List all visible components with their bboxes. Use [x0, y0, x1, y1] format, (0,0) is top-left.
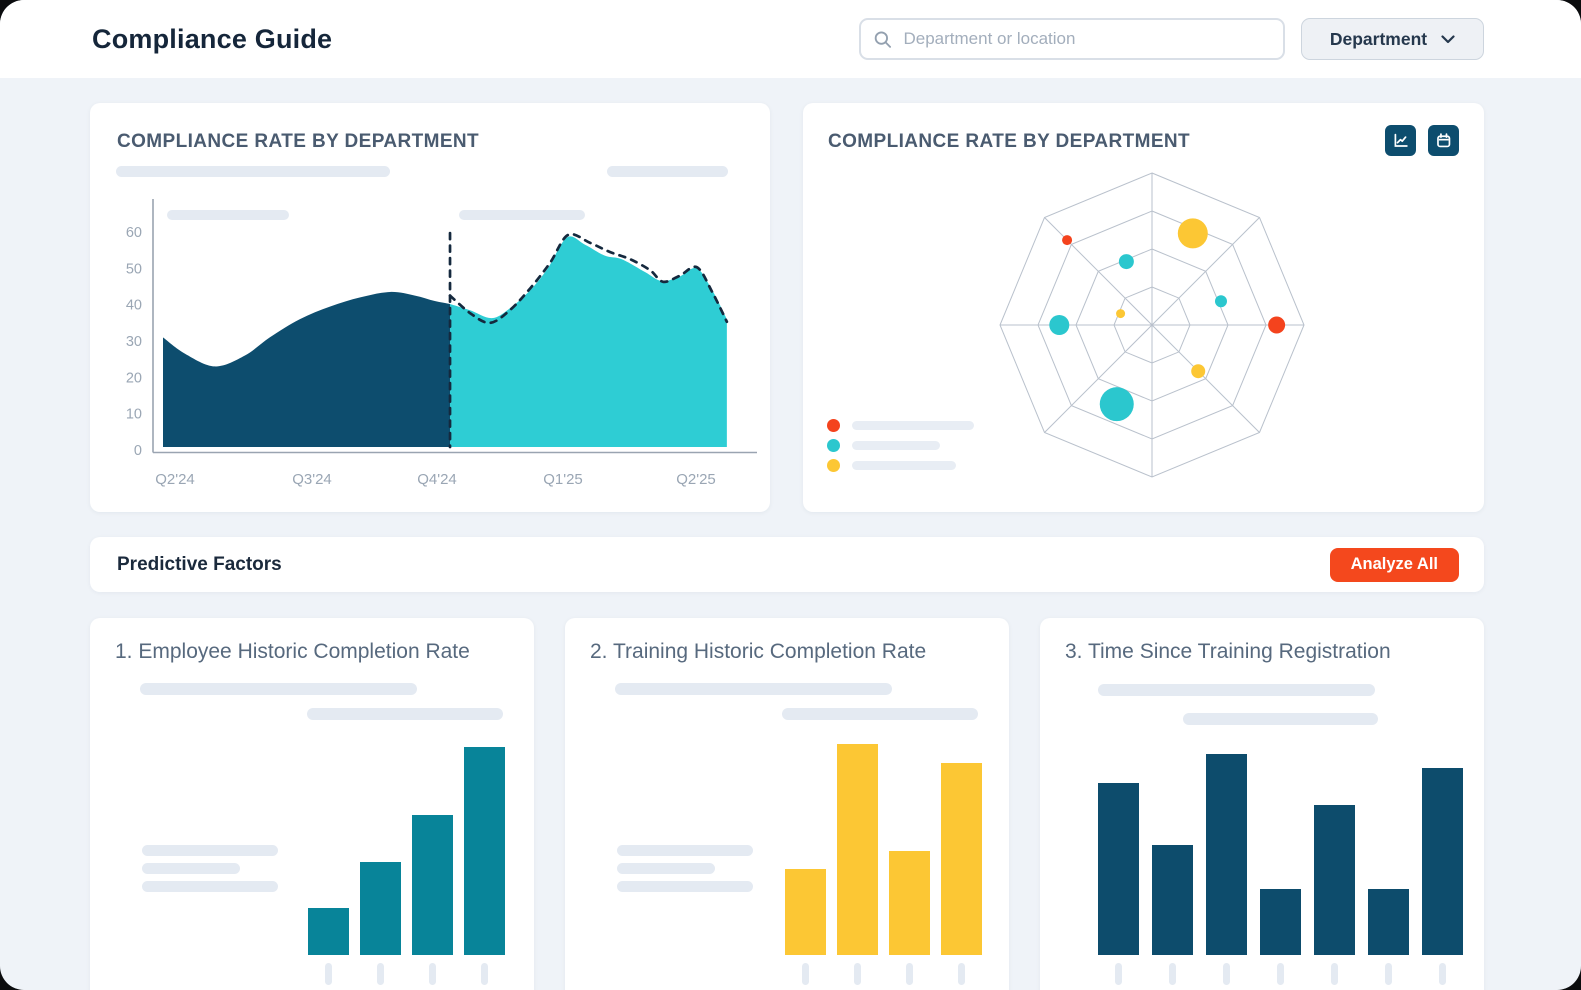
skeleton-line — [852, 421, 974, 430]
legend-dot — [827, 419, 840, 432]
radar-chart-card: COMPLIANCE RATE BY DEPARTMENT — [803, 103, 1484, 512]
axis-tick — [1385, 963, 1392, 985]
svg-text:Q2'25: Q2'25 — [676, 471, 716, 488]
skeleton-line — [615, 683, 892, 695]
skeleton-line — [140, 683, 417, 695]
bar — [1314, 805, 1355, 955]
bar — [785, 869, 826, 955]
axis-tick — [1439, 963, 1446, 985]
legend-item — [827, 459, 974, 472]
radar-legend — [827, 419, 974, 479]
axis-tick — [481, 963, 488, 985]
skeleton-line — [617, 845, 753, 856]
calendar-view-button[interactable] — [1428, 125, 1459, 156]
search-icon — [874, 30, 892, 48]
svg-text:Q1'25: Q1'25 — [543, 471, 583, 488]
axis-tick — [1277, 963, 1284, 985]
radar-chart-title: COMPLIANCE RATE BY DEPARTMENT — [828, 131, 1191, 152]
skeleton-line — [607, 166, 728, 177]
skeleton-line — [167, 210, 289, 220]
skeleton-line — [852, 441, 940, 450]
dropdown-label: Department — [1329, 28, 1428, 49]
bar — [1206, 754, 1247, 955]
app-header: Compliance Guide Department — [0, 0, 1581, 78]
axis-tick — [958, 963, 965, 985]
factor-3-title: 3. Time Since Training Registration — [1065, 640, 1391, 663]
bar — [889, 851, 930, 955]
skeleton-line — [1098, 684, 1375, 696]
legend-dot — [827, 439, 840, 452]
axis-tick — [1169, 963, 1176, 985]
factor-card-2: 2. Training Historic Completion Rate — [565, 618, 1009, 990]
legend-item — [827, 439, 974, 452]
skeleton-line — [142, 881, 278, 892]
analyze-all-button[interactable]: Analyze All — [1329, 547, 1459, 582]
bar — [941, 763, 982, 955]
skeleton-line — [142, 845, 278, 856]
factor-card-3: 3. Time Since Training Registration — [1040, 618, 1484, 990]
svg-text:Q3'24: Q3'24 — [292, 471, 332, 488]
search-box[interactable] — [859, 18, 1285, 60]
bar — [1368, 889, 1409, 955]
bar — [308, 908, 349, 955]
bar — [360, 862, 401, 955]
svg-text:20: 20 — [126, 370, 142, 386]
axis-tick — [325, 963, 332, 985]
skeleton-line — [307, 708, 503, 720]
factor-1-title: 1. Employee Historic Completion Rate — [115, 640, 470, 663]
axis-tick — [1115, 963, 1122, 985]
skeleton-line — [116, 166, 390, 177]
predictive-factors-bar: Predictive Factors Analyze All — [90, 537, 1484, 592]
axis-tick — [906, 963, 913, 985]
axis-tick — [802, 963, 809, 985]
area-chart-title: COMPLIANCE RATE BY DEPARTMENT — [117, 131, 480, 152]
predictive-factors-title: Predictive Factors — [117, 553, 282, 575]
svg-text:10: 10 — [126, 407, 142, 423]
skeleton-line — [852, 461, 956, 470]
area-chart: 0 10 20 30 40 50 60 Q2'24 Q3'24 Q4'24 Q1'25 Q2'25 — [126, 199, 757, 488]
search-input[interactable] — [901, 28, 1270, 50]
area-chart-card: COMPLIANCE RATE BY DEPARTMENT 0 10 20 30 40 5… — [90, 103, 770, 512]
svg-text:30: 30 — [126, 334, 142, 350]
skeleton-line — [1183, 713, 1378, 725]
svg-text:60: 60 — [126, 225, 142, 241]
bar — [412, 815, 453, 955]
bar — [1260, 889, 1301, 955]
calendar-icon — [1437, 133, 1451, 148]
line-chart-icon — [1394, 133, 1408, 147]
skeleton-line — [459, 210, 585, 220]
department-dropdown[interactable]: Department — [1301, 18, 1484, 60]
factor-2-title: 2. Training Historic Completion Rate — [590, 640, 927, 663]
radar-chart — [999, 172, 1305, 478]
legend-dot — [827, 459, 840, 472]
chevron-down-icon — [1441, 34, 1455, 43]
factor-card-1: 1. Employee Historic Completion Rate — [90, 618, 534, 990]
axis-tick — [429, 963, 436, 985]
page-title: Compliance Guide — [92, 23, 333, 54]
skeleton-line — [617, 881, 753, 892]
legend-item — [827, 419, 974, 432]
svg-text:40: 40 — [126, 298, 142, 314]
axis-tick — [377, 963, 384, 985]
axis-tick — [1331, 963, 1338, 985]
svg-text:0: 0 — [134, 443, 142, 459]
bar — [1152, 845, 1193, 955]
skeleton-line — [617, 863, 715, 874]
bar — [1422, 768, 1463, 955]
svg-text:Q2'24: Q2'24 — [155, 471, 195, 488]
axis-tick — [854, 963, 861, 985]
line-chart-view-button[interactable] — [1385, 125, 1416, 156]
svg-text:Q4'24: Q4'24 — [417, 471, 457, 488]
skeleton-line — [142, 863, 240, 874]
bar — [1098, 783, 1139, 955]
axis-tick — [1223, 963, 1230, 985]
bar — [464, 747, 505, 955]
svg-text:50: 50 — [126, 261, 142, 277]
header-controls: Department — [859, 18, 1484, 60]
skeleton-line — [782, 708, 978, 720]
bar — [837, 744, 878, 955]
